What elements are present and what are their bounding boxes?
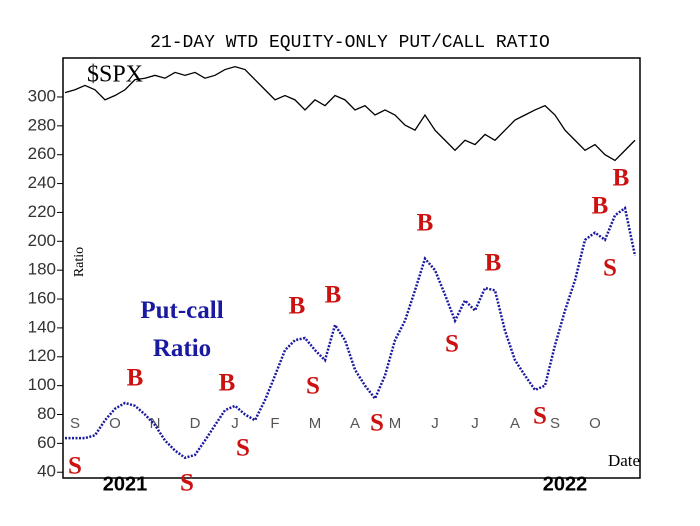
y-tick-label: 280 <box>28 115 56 134</box>
x-tick-label: J <box>431 415 439 432</box>
x-tick-label: S <box>550 415 560 432</box>
signal-annotation: S <box>603 255 617 282</box>
signal-annotation: B <box>127 365 144 392</box>
series-line <box>65 205 637 460</box>
signal-annotation: S <box>445 331 459 358</box>
signal-annotation: B <box>219 370 236 397</box>
x-tick-label: A <box>510 415 520 432</box>
signal-annotation: S <box>180 470 194 497</box>
y-tick-label: 240 <box>28 173 56 192</box>
x-tick-label: D <box>190 415 201 432</box>
y-tick-label: 140 <box>28 317 56 336</box>
x-tick-label: O <box>109 415 121 432</box>
x-tick-label: A <box>350 415 360 432</box>
signal-annotation: B <box>325 282 342 309</box>
y-tick-label: 220 <box>28 202 56 221</box>
y-tick-label: 80 <box>37 404 56 423</box>
x-axis-label: Date <box>608 451 640 470</box>
series-line <box>64 65 636 162</box>
y-tick-label: 120 <box>28 346 56 365</box>
series-label: $SPX <box>87 62 143 88</box>
signal-annotation: S <box>533 403 547 430</box>
signal-annotation: B <box>417 210 434 237</box>
year-label: 2021 <box>103 473 148 495</box>
signal-annotation: S <box>370 410 384 437</box>
signal-annotation: S <box>236 435 250 462</box>
y-tick-label: 160 <box>28 289 56 308</box>
y-tick-label: 100 <box>28 375 56 394</box>
y-tick-label: 40 <box>37 462 56 481</box>
y-tick-label: 200 <box>28 231 56 250</box>
x-tick-label: M <box>309 415 322 432</box>
signal-annotation: B <box>613 165 630 192</box>
x-tick-label: J <box>231 415 239 432</box>
y-tick-label: 260 <box>28 144 56 163</box>
signal-annotation: B <box>289 293 306 320</box>
y-tick-label: 60 <box>37 433 56 452</box>
y-axis-label: Ratio <box>72 247 87 277</box>
signal-annotation: B <box>592 193 609 220</box>
x-tick-label: M <box>389 415 402 432</box>
signal-annotation: B <box>485 250 502 277</box>
signal-annotation: S <box>306 373 320 400</box>
y-tick-label: 180 <box>28 260 56 279</box>
chart-title: 21-DAY WTD EQUITY-ONLY PUT/CALL RATIO <box>150 33 550 53</box>
plot-frame <box>62 57 641 479</box>
x-tick-label: S <box>70 415 80 432</box>
x-tick-label: F <box>270 415 279 432</box>
year-label: 2022 <box>543 473 588 495</box>
x-tick-label: J <box>471 415 479 432</box>
series-label: Put-call Ratio <box>140 297 224 362</box>
y-tick-label: 300 <box>28 86 56 105</box>
x-tick-label: O <box>589 415 601 432</box>
signal-annotation: S <box>68 453 82 480</box>
